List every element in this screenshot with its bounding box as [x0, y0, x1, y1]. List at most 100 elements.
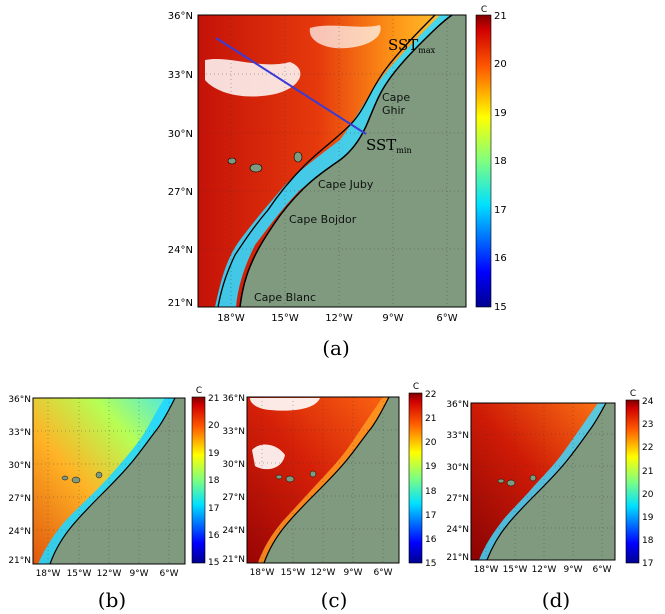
svg-text:24°N: 24°N: [168, 245, 193, 256]
svg-text:27°N: 27°N: [168, 187, 193, 198]
svg-text:18: 18: [494, 156, 507, 167]
panel-c-cloud: [252, 444, 285, 470]
svg-text:20: 20: [642, 490, 654, 500]
svg-text:27°N: 27°N: [446, 494, 469, 504]
panel-a-label: (a): [322, 336, 350, 360]
panel-d: 36°N 33°N 30°N 27°N 24°N 21°N 18°W 15°W …: [446, 389, 653, 612]
svg-text:16: 16: [208, 531, 220, 541]
svg-text:9°W: 9°W: [382, 313, 403, 324]
svg-text:33°N: 33°N: [222, 427, 245, 437]
svg-text:18: 18: [642, 536, 654, 546]
svg-text:33°N: 33°N: [168, 70, 193, 81]
svg-text:16: 16: [494, 253, 507, 264]
panel-a-frame: [197, 14, 467, 308]
svg-text:9°W: 9°W: [129, 569, 148, 579]
panel-b-upwelling: [38, 398, 175, 564]
panel-b: 36°N 33°N 30°N 27°N 24°N 21°N 18°W 15°W …: [8, 386, 219, 612]
panel-a-coastline: [239, 14, 453, 308]
panel-d-upwelling: [479, 403, 606, 560]
svg-text:36°N: 36°N: [222, 394, 245, 404]
svg-text:27°N: 27°N: [222, 493, 245, 503]
svg-text:20: 20: [425, 438, 437, 448]
panel-d-lat-ticks: 36°N 33°N 30°N 27°N 24°N 21°N: [446, 400, 469, 563]
panel-c-lat-ticks: 36°N 33°N 30°N 27°N 24°N 21°N: [222, 394, 245, 565]
svg-text:18: 18: [425, 487, 437, 497]
svg-text:27°N: 27°N: [8, 494, 31, 504]
panel-c-cloud: [250, 398, 320, 411]
svg-text:19: 19: [425, 462, 437, 472]
panel-a-island: [227, 157, 237, 165]
panel-b-grid: [33, 398, 185, 564]
panel-a-upwelling: [215, 15, 466, 307]
panel-a-lon-ticks: 18°W 15°W 12°W 9°W 6°W: [217, 313, 458, 324]
svg-text:17: 17: [208, 504, 219, 514]
svg-text:21°N: 21°N: [222, 555, 245, 565]
svg-text:19: 19: [208, 449, 220, 459]
svg-text:15°W: 15°W: [503, 565, 528, 575]
panel-d-lon-ticks: 18°W 15°W 12°W 9°W 6°W: [474, 565, 612, 575]
panel-c-island: [285, 475, 295, 483]
svg-text:23: 23: [642, 420, 653, 430]
svg-text:15°W: 15°W: [281, 568, 306, 578]
svg-text:12°W: 12°W: [97, 569, 122, 579]
svg-text:24°N: 24°N: [8, 527, 31, 537]
svg-text:16: 16: [425, 535, 437, 545]
svg-text:22: 22: [425, 390, 436, 400]
svg-text:30°N: 30°N: [168, 129, 193, 140]
svg-text:22: 22: [642, 443, 653, 453]
panel-d-label: (d): [542, 588, 570, 612]
panel-a-island: [293, 151, 303, 163]
svg-text:21: 21: [208, 394, 219, 404]
panel-d-frame: [470, 402, 616, 561]
svg-text:9°W: 9°W: [563, 565, 582, 575]
svg-text:24: 24: [642, 397, 654, 407]
sst-max-label: SSTmax: [388, 36, 436, 55]
panel-d-grid: [471, 403, 615, 560]
svg-text:19: 19: [642, 513, 654, 523]
svg-text:18°W: 18°W: [36, 569, 61, 579]
panel-b-island: [61, 475, 69, 481]
svg-text:17: 17: [494, 205, 507, 216]
svg-text:6°W: 6°W: [592, 565, 611, 575]
panel-b-island: [71, 476, 81, 484]
panel-b-frame: [32, 397, 186, 565]
svg-text:12°W: 12°W: [311, 568, 336, 578]
svg-text:21°N: 21°N: [168, 298, 193, 309]
svg-text:20: 20: [208, 421, 220, 431]
panel-a-cloud: [309, 25, 381, 49]
svg-text:15°W: 15°W: [271, 313, 299, 324]
svg-text:36°N: 36°N: [8, 395, 31, 405]
panel-a-island: [249, 163, 263, 173]
svg-text:20: 20: [494, 59, 507, 70]
svg-text:18°W: 18°W: [250, 568, 275, 578]
svg-text:C: C: [413, 382, 419, 392]
panel-c: 36°N 33°N 30°N 27°N 24°N 21°N 18°W 15°W …: [222, 382, 436, 612]
panel-a-cloud: [205, 58, 301, 97]
place-cape-ghir: Cape Ghir: [382, 91, 410, 117]
panel-c-upwelling: [258, 397, 389, 563]
panel-b-colorbar: C 21 20 19 18 17 16 15: [191, 386, 220, 568]
svg-text:15: 15: [208, 558, 219, 568]
svg-text:C: C: [196, 386, 202, 396]
panel-d-colorbar: C 24 23 22 21 20 19 18 17: [625, 389, 654, 569]
svg-text:18: 18: [208, 476, 220, 486]
panel-a-front-contour: [217, 14, 436, 308]
svg-text:15°W: 15°W: [67, 569, 92, 579]
svg-text:21°N: 21°N: [8, 556, 31, 566]
panel-c-island: [275, 474, 283, 480]
svg-text:21: 21: [494, 11, 507, 22]
svg-text:21: 21: [425, 414, 436, 424]
panel-a-grid: [198, 15, 466, 307]
svg-text:33°N: 33°N: [8, 428, 31, 438]
panel-d-island: [497, 478, 505, 484]
svg-text:24°N: 24°N: [446, 525, 469, 535]
svg-text:19: 19: [494, 108, 507, 119]
panel-c-label: (c): [321, 588, 348, 612]
panel-a-lat-ticks: 36°N 33°N 30°N 27°N 24°N 21°N: [168, 11, 193, 309]
svg-text:33°N: 33°N: [446, 431, 469, 441]
svg-text:17: 17: [642, 559, 653, 569]
svg-text:15: 15: [494, 302, 507, 313]
place-cape-blanc: Cape Blanc: [254, 291, 316, 304]
panel-b-coastline: [49, 397, 176, 565]
svg-text:12°W: 12°W: [532, 565, 557, 575]
